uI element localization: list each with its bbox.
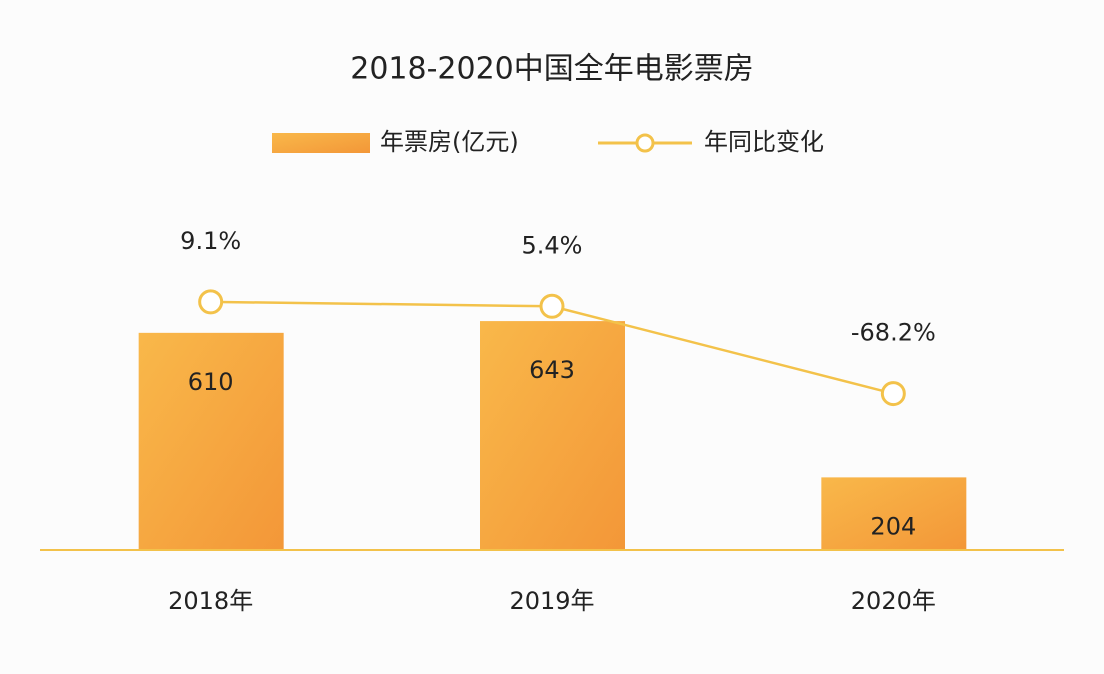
line-value-label: -68.2% [851,319,936,347]
legend-swatch [635,133,655,153]
line-point [539,293,565,319]
line-point [880,381,906,407]
x-tick-label: 2018年 [168,587,253,615]
bar-value-label: 643 [529,356,575,384]
legend-label: 年同比变化 [704,128,824,156]
bar [480,321,625,550]
line-point [198,289,224,315]
x-tick-label: 2020年 [851,587,936,615]
legend-swatch [272,133,370,153]
bar [138,332,284,550]
line-value-label: 5.4% [522,231,583,259]
x-tick-label: 2019年 [509,587,594,615]
chart-title: 2018-2020中国全年电影票房 [350,52,754,87]
bar-value-label: 204 [870,512,916,540]
bar [821,477,967,550]
line-value-label: 9.1% [180,227,241,255]
bar-value-label: 610 [188,368,234,396]
legend-label: 年票房(亿元) [380,128,519,156]
